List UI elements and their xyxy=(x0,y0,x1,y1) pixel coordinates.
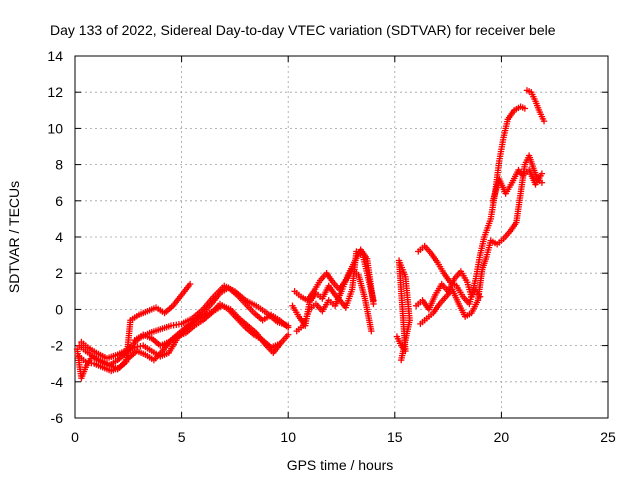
y-tick-label: 8 xyxy=(55,157,63,173)
data-point xyxy=(397,356,405,364)
y-tick-label: -2 xyxy=(51,338,64,354)
data-point xyxy=(285,331,292,338)
y-tick-labels: -6 -4 -2 0 2 4 6 8 10 12 14 xyxy=(47,48,63,426)
data-point xyxy=(276,340,283,347)
chart-title: Day 133 of 2022, Sidereal Day-to-day VTE… xyxy=(50,22,556,38)
y-tick-label: -4 xyxy=(51,374,64,390)
x-tick-label: 25 xyxy=(600,429,616,445)
data-point xyxy=(521,105,529,112)
x-tick-label: 5 xyxy=(178,429,186,445)
y-tick-label: 12 xyxy=(47,84,63,100)
y-tick-label: 14 xyxy=(47,48,63,64)
data-point xyxy=(370,300,377,308)
data-point xyxy=(186,280,194,288)
y-tick-label: 6 xyxy=(55,193,63,209)
data-points xyxy=(73,87,548,382)
axis-ticks xyxy=(74,55,609,419)
y-axis-title: SDTVAR / TECUs xyxy=(6,181,22,293)
y-tick-label: 2 xyxy=(55,265,63,281)
data-point xyxy=(538,170,546,177)
x-tick-label: 10 xyxy=(280,429,296,445)
grid xyxy=(75,56,608,418)
data-point xyxy=(285,322,292,329)
y-tick-label: 10 xyxy=(47,120,63,136)
y-tick-label: 0 xyxy=(55,301,63,317)
data-point xyxy=(540,117,548,125)
data-point xyxy=(368,327,375,335)
x-tick-labels: 0 5 10 15 20 25 xyxy=(71,429,616,445)
x-axis-title: GPS time / hours xyxy=(287,457,394,473)
x-tick-label: 15 xyxy=(387,429,403,445)
x-tick-label: 0 xyxy=(71,429,79,445)
x-tick-label: 20 xyxy=(494,429,510,445)
y-tick-label: -6 xyxy=(51,410,64,426)
y-tick-label: 4 xyxy=(55,229,63,245)
